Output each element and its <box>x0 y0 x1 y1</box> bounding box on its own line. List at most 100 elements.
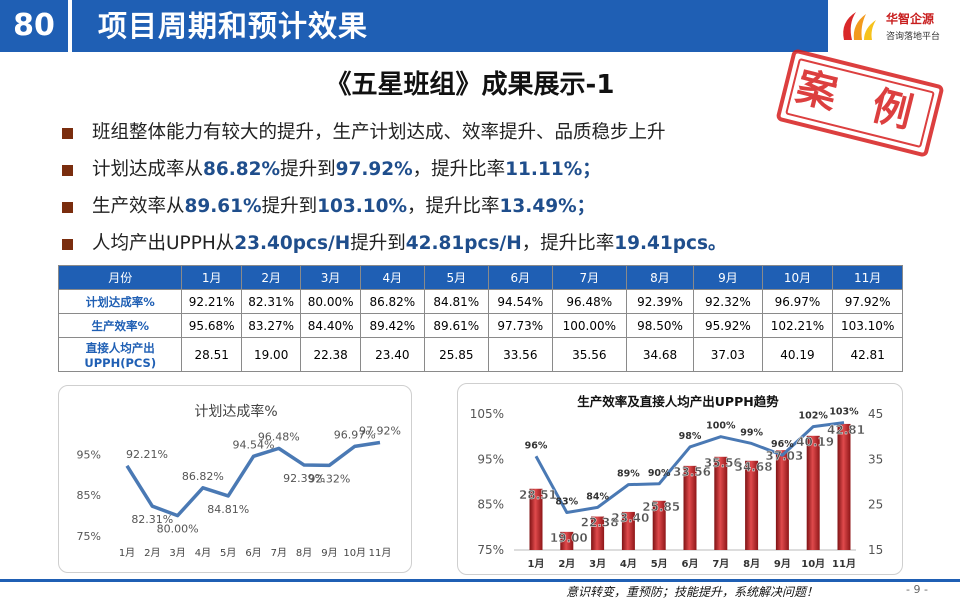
bullet-highlight: 42.81pcs/H <box>405 233 522 254</box>
upph-data-label: 34.68 <box>735 460 773 474</box>
bullet-highlight: 103.10% <box>317 196 408 217</box>
data-label: 84.81% <box>207 503 249 516</box>
data-label: 92.21% <box>126 448 168 461</box>
efficiency-data-label: 96% <box>771 439 794 450</box>
table-row: 生产效率% 95.68% 83.27% 84.40% 89.42% 89.61% 97.73… <box>57 313 903 338</box>
company-logo: 华智企源 咨询落地平台 <box>836 4 956 48</box>
logo-mark-icon <box>843 12 876 40</box>
data-label: 80.00% <box>157 523 199 536</box>
efficiency-data-label: 90% <box>648 468 671 479</box>
bullet-text: 班组整体能力有较大的提升，生产计划达成、效率提升、品质稳步上升 <box>92 122 666 143</box>
data-label: 94.54% <box>233 438 275 451</box>
bullet-item: 人均产出UPPH从23.40pcs/H提升到42.81pcs/H，提升比率19.… <box>62 229 862 266</box>
y-tick-label: 95% <box>77 448 101 461</box>
right-y-tick-label: 45 <box>868 407 883 421</box>
table-cell: 86.82% <box>359 289 425 314</box>
bullet-text: 提升到 <box>350 233 406 254</box>
table-cell: 35.56 <box>551 337 627 372</box>
table-header-cell: 9月 <box>693 265 763 290</box>
upph-data-label: 37.03 <box>765 449 803 463</box>
table-cell: 92.39% <box>625 289 695 314</box>
efficiency-data-label: 83% <box>555 497 578 508</box>
upph-data-label: 19.00 <box>550 531 588 545</box>
x-tick-label: 3月 <box>169 547 185 559</box>
x-tick-label: 7月 <box>712 558 729 570</box>
table-cell: 103.10% <box>832 313 903 338</box>
slide-number: 80 <box>0 0 72 52</box>
table-cell: 92.32% <box>693 289 763 314</box>
table-cell: 25.85 <box>423 337 489 372</box>
logo-subtitle: 咨询落地平台 <box>886 32 941 42</box>
efficiency-data-label: 96% <box>525 440 548 451</box>
upph-data-label: 22.38 <box>581 516 619 530</box>
table-header-cell: 6月 <box>487 265 553 290</box>
x-tick-label: 9月 <box>774 558 791 570</box>
x-tick-label: 1月 <box>528 558 545 570</box>
y-tick-label: 75% <box>77 530 101 543</box>
table-cell: 40.19 <box>761 337 834 372</box>
table-header-cell: 8月 <box>625 265 695 290</box>
table-cell: 96.97% <box>761 289 834 314</box>
bullet-highlight: 23.40pcs/H <box>234 233 351 254</box>
x-tick-label: 11月 <box>369 547 392 559</box>
chart-title: 计划达成率% <box>194 403 277 420</box>
left-y-tick-label: 75% <box>477 543 504 557</box>
table-cell: 95.92% <box>693 313 763 338</box>
bullet-item: 计划达成率从86.82%提升到97.92%，提升比率11.11%； <box>62 155 862 192</box>
table-cell: 100.00% <box>551 313 627 338</box>
upph-bar <box>775 450 789 550</box>
table-header-cell: 4月 <box>359 265 425 290</box>
series-line <box>125 440 381 518</box>
efficiency-data-label: 84% <box>586 491 609 502</box>
upph-data-label: 35.56 <box>704 456 742 470</box>
table-cell: 23.40 <box>359 337 425 372</box>
bullet-item: 班组整体能力有较大的提升，生产计划达成、效率提升、品质稳步上升 <box>62 118 862 155</box>
upph-data-label: 40.19 <box>796 435 834 449</box>
left-y-tick-label: 105% <box>470 407 504 421</box>
table-cell: 82.31% <box>240 289 302 314</box>
table-row-label: 生产效率% <box>57 313 183 338</box>
data-label: 96.48% <box>258 430 300 443</box>
bullet-highlight: 19.41pcs。 <box>614 233 727 254</box>
footer-slogan: 意识转变，重预防；技能提升，系统解决问题！ <box>566 585 819 599</box>
table-cell: 96.48% <box>551 289 627 314</box>
table-header-cell: 1月 <box>181 265 242 290</box>
upph-bar <box>652 500 666 550</box>
x-tick-label: 1月 <box>119 547 135 559</box>
header: 80 项目周期和预计效果 华智企源 咨询落地平台 <box>0 0 960 52</box>
table-cell: 97.92% <box>832 289 903 314</box>
upph-bar <box>837 423 851 550</box>
header-title: 项目周期和预计效果 <box>98 9 369 43</box>
x-tick-label: 9月 <box>321 547 337 559</box>
table-cell: 84.81% <box>423 289 489 314</box>
chart-title: 生产效率及直接人均产出UPPH趋势 <box>577 394 779 409</box>
table-cell: 94.54% <box>487 289 553 314</box>
table-cell: 37.03 <box>693 337 763 372</box>
bullet-text: 生产效率从 <box>92 196 185 217</box>
table-header-cell: 10月 <box>761 265 834 290</box>
upph-data-label: 23.40 <box>611 511 649 525</box>
efficiency-data-label: 100% <box>706 421 736 432</box>
table-row-label: 计划达成率% <box>57 289 183 314</box>
bullet-text: ，提升比率 <box>412 159 506 180</box>
upph-bar <box>591 516 605 550</box>
efficiency-upph-svg: 生产效率及直接人均产出UPPH趋势 75% 85% 95% 105% 15 25 35 45 96… <box>470 394 884 570</box>
data-label: 86.82% <box>182 470 224 483</box>
footer-line <box>0 579 960 582</box>
bullet-highlight: 13.49%； <box>499 196 596 217</box>
efficiency-upph-chart: 生产效率及直接人均产出UPPH趋势 75% 85% 95% 105% 15 25 35 45 96… <box>457 383 903 575</box>
x-tick-label: 2月 <box>558 558 575 570</box>
table-header-cell: 7月 <box>551 265 627 290</box>
x-tick-label: 4月 <box>620 558 637 570</box>
upph-bar <box>621 511 635 550</box>
table-header-cell: 月份 <box>57 265 183 290</box>
header-band <box>0 0 828 52</box>
bullet-highlight: 11.11%； <box>505 159 601 180</box>
plan-achievement-svg: 计划达成率% 75% 85% 95% 1月 92.21% 2月 82.31% 3月 80.00% 4… <box>77 403 401 559</box>
upph-data-label: 25.85 <box>642 500 680 514</box>
table-cell: 95.68% <box>181 313 242 338</box>
upph-data-label: 33.56 <box>673 465 711 479</box>
upph-bar <box>529 488 543 550</box>
table-cell: 28.51 <box>181 337 242 372</box>
left-y-tick-label: 85% <box>477 498 504 512</box>
